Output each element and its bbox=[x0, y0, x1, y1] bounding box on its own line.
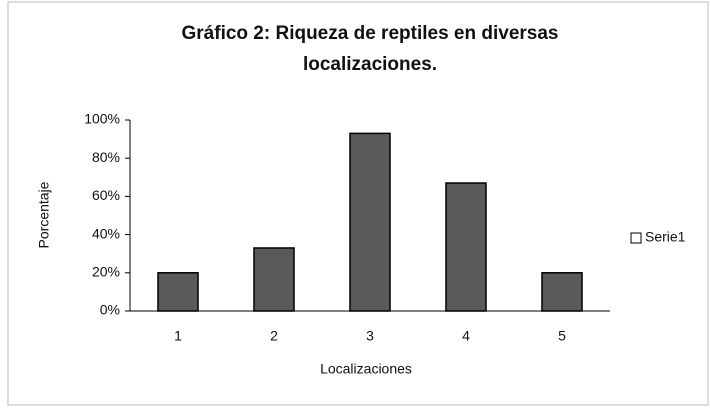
chart-border bbox=[7, 1, 709, 406]
x-tick-label: 5 bbox=[558, 328, 566, 344]
bar bbox=[445, 182, 487, 312]
bar bbox=[253, 247, 295, 312]
y-tick-label: 40% bbox=[92, 225, 120, 241]
y-tick-label: 60% bbox=[92, 187, 120, 203]
legend-swatch bbox=[630, 232, 642, 244]
x-tick-label: 3 bbox=[366, 328, 374, 344]
legend-label: Serie1 bbox=[645, 229, 686, 245]
y-axis-label: Porcentaje bbox=[36, 181, 52, 248]
y-tick-label: 20% bbox=[92, 264, 120, 280]
x-tick-label: 4 bbox=[462, 328, 470, 344]
chart-title: Gráfico 2: Riqueza de reptiles en divers… bbox=[181, 23, 559, 75]
y-tick-label: 0% bbox=[100, 302, 120, 318]
y-tick-label: 100% bbox=[84, 111, 120, 127]
bar bbox=[349, 132, 391, 312]
x-tick-label: 2 bbox=[270, 328, 278, 344]
y-tick-label: 80% bbox=[92, 149, 120, 165]
bar bbox=[157, 272, 199, 312]
x-axis-label: Localizaciones bbox=[320, 361, 412, 377]
bar bbox=[541, 272, 583, 312]
x-tick-label: 1 bbox=[174, 328, 182, 344]
